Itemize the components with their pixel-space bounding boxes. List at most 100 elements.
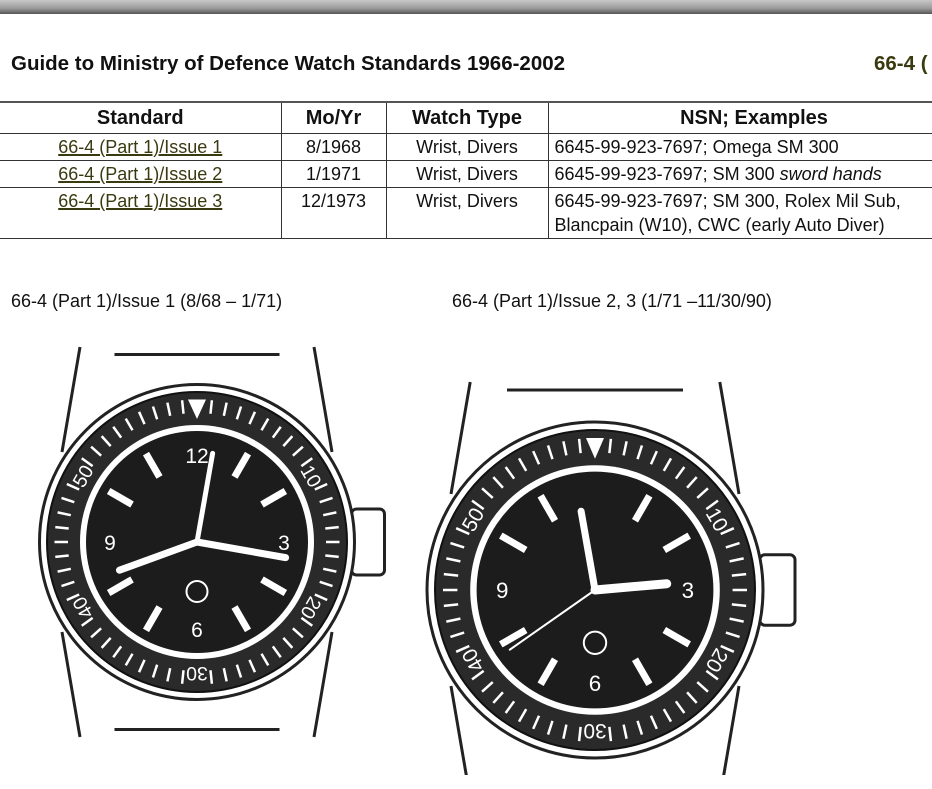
bezel-tick [696, 681, 709, 693]
bezel-tick [124, 417, 134, 431]
bezel-triangle [586, 438, 604, 459]
bezel-tick [446, 617, 461, 623]
bezel-tick [90, 445, 102, 457]
bezel-tick [260, 653, 270, 667]
bezel-tick [282, 435, 294, 447]
type-cell: Wrist, Divers [385, 133, 549, 161]
bezel-tick [151, 406, 159, 420]
hour-marker [499, 532, 528, 554]
bezel-tick [450, 541, 465, 549]
table-row: 66-4 (Part 1)/Issue 3 12/1973 Wrist, Div… [0, 187, 932, 239]
bezel-tick [292, 445, 304, 457]
bezel-tick [649, 715, 658, 730]
column-header: Mo/Yr [280, 101, 387, 134]
standard-link[interactable]: 66-4 (Part 1)/Issue 2 [58, 164, 223, 184]
hour-marker [142, 605, 163, 633]
bezel-tick [235, 406, 243, 420]
bezel-tick [235, 664, 243, 678]
bezel-tick [446, 557, 461, 563]
dial-numeral: 3 [682, 578, 694, 603]
bezel-tick [137, 411, 146, 425]
bezel-tick [705, 499, 719, 511]
bezel-tick [696, 487, 709, 499]
watch-hand [577, 507, 599, 594]
bezel-tick [222, 667, 228, 682]
bezel-tick [662, 708, 673, 723]
bezel-tick [325, 525, 339, 530]
type-cell: Wrist, Divers [385, 187, 549, 239]
broad-arrow-t-logo [582, 630, 608, 655]
bezel-tick [577, 438, 582, 454]
bezel-tick [100, 435, 112, 447]
bezel-tick [729, 557, 744, 563]
bezel-tick [546, 445, 554, 460]
bezel-tick [674, 466, 686, 480]
bezel-tick [532, 715, 541, 730]
bezel-tick [636, 720, 644, 735]
type-cell: Wrist, Divers [385, 160, 549, 188]
dial-numeral: 6 [589, 671, 601, 696]
bezel-tick [209, 400, 214, 414]
bezel-tick [151, 664, 159, 678]
bezel-tick [322, 511, 337, 517]
bezel-tick [705, 669, 719, 681]
bezel-tick [622, 441, 628, 456]
bezel-tick [455, 527, 470, 536]
watch-lugs [60, 346, 334, 738]
hour-marker [537, 657, 559, 686]
bezel-tick [112, 425, 123, 439]
bezel-tick [300, 616, 314, 627]
bezel-tick [180, 670, 185, 684]
bezel-tick [471, 499, 485, 511]
standard-link[interactable]: 66-4 (Part 1)/Issue 3 [58, 191, 223, 211]
bezel-tick [325, 554, 339, 559]
standard-link[interactable]: 66-4 (Part 1)/Issue 1 [58, 137, 223, 157]
standards-table: Standard Mo/Yr Watch Type NSN; Examples … [0, 101, 932, 239]
hour-marker [662, 532, 691, 554]
bezel-tick [504, 700, 516, 714]
bezel-tick [546, 720, 554, 735]
bezel-tick [209, 670, 214, 684]
bezel-tick [319, 496, 333, 504]
bezel-triangle [188, 399, 206, 419]
hour-marker [631, 657, 653, 686]
watch-hand [193, 538, 290, 562]
bezel-tick [314, 593, 328, 602]
bezel-tick [577, 726, 582, 742]
bezel-tick [292, 627, 304, 639]
bezel-tick [222, 402, 228, 417]
bezel-tick [731, 572, 747, 577]
bezel-tick [686, 476, 698, 489]
bezel-tick [622, 724, 628, 739]
bezel-tick [57, 511, 72, 517]
crown [350, 507, 386, 577]
hour-marker [106, 487, 134, 508]
bezel-tick [662, 457, 673, 472]
date-cell: 12/1973 [280, 187, 387, 239]
hour-marker [260, 576, 288, 597]
broad-arrow-t-logo [185, 580, 209, 603]
bezel-tick [90, 627, 102, 639]
column-header: NSN; Examples [547, 101, 932, 134]
bezel-tick [55, 554, 69, 559]
hour-marker [142, 451, 163, 479]
bezel-tick [166, 402, 172, 417]
watch-hand [508, 589, 596, 651]
column-header: Standard [0, 101, 282, 134]
bezel-tick [674, 700, 686, 714]
bezel-tick [66, 593, 80, 602]
section-code: 66-4 ( [874, 52, 928, 75]
bezel-tick [314, 482, 328, 491]
page-title: Guide to Ministry of Defence Watch Stand… [11, 52, 566, 75]
bezel-tick [731, 603, 747, 608]
bezel-tick [608, 726, 613, 742]
bezel-tick [124, 653, 134, 667]
watch-hand [115, 538, 201, 574]
bezel-tick [481, 681, 494, 693]
bezel-tick [180, 400, 185, 414]
bezel-tick [686, 691, 698, 704]
bezel-tick [720, 644, 735, 653]
bezel-tick [455, 644, 470, 653]
bezel-tick [504, 466, 516, 480]
